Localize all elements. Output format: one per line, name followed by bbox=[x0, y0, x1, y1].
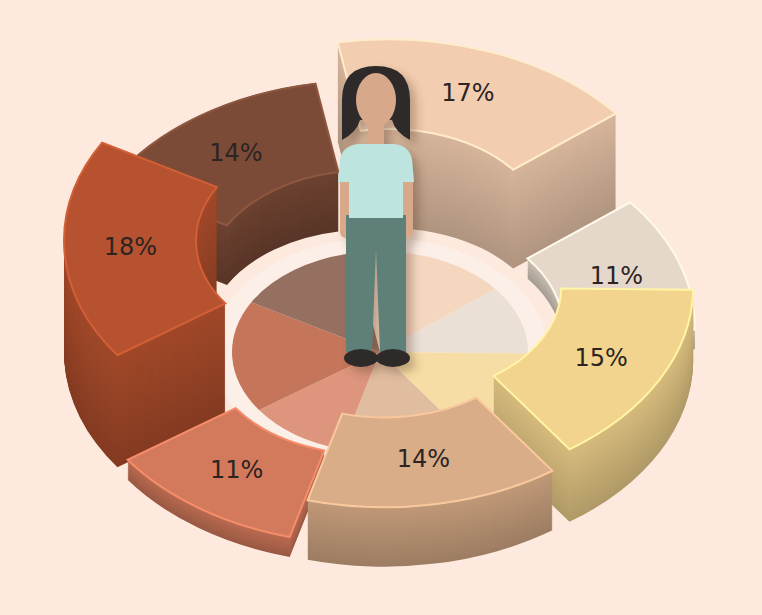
shirt bbox=[338, 144, 414, 218]
donut bbox=[64, 39, 695, 566]
person-icon bbox=[338, 66, 414, 367]
segment-wall bbox=[128, 408, 325, 537]
shoe bbox=[344, 349, 378, 367]
pants bbox=[346, 215, 406, 352]
segment-wall bbox=[493, 289, 693, 450]
segment bbox=[308, 397, 553, 567]
data-label: 14% bbox=[397, 445, 450, 473]
chart: 17% 14% 11% 18% 15% 11% 14% bbox=[0, 0, 762, 615]
segment-top bbox=[493, 289, 693, 450]
segment-wall bbox=[308, 398, 553, 508]
data-label: 11% bbox=[590, 262, 643, 290]
face bbox=[356, 73, 396, 127]
segment bbox=[64, 143, 225, 468]
background bbox=[0, 0, 762, 615]
data-label: 11% bbox=[210, 456, 263, 484]
data-label: 14% bbox=[209, 139, 262, 167]
data-label: 17% bbox=[441, 79, 494, 107]
data-labels: 17% 14% 11% 18% 15% 11% 14% bbox=[104, 79, 643, 484]
segment-wall bbox=[128, 409, 325, 538]
segment-top bbox=[128, 408, 325, 537]
plane bbox=[64, 39, 695, 566]
shoe bbox=[376, 349, 410, 367]
data-label: 18% bbox=[104, 233, 157, 261]
segment-wall bbox=[308, 397, 553, 507]
segment-wall bbox=[493, 288, 693, 449]
segment-top bbox=[64, 143, 225, 356]
segment bbox=[128, 408, 325, 557]
segments bbox=[64, 39, 695, 566]
segment-wall bbox=[64, 143, 225, 356]
segment-top bbox=[308, 398, 553, 508]
data-label: 15% bbox=[574, 344, 627, 372]
